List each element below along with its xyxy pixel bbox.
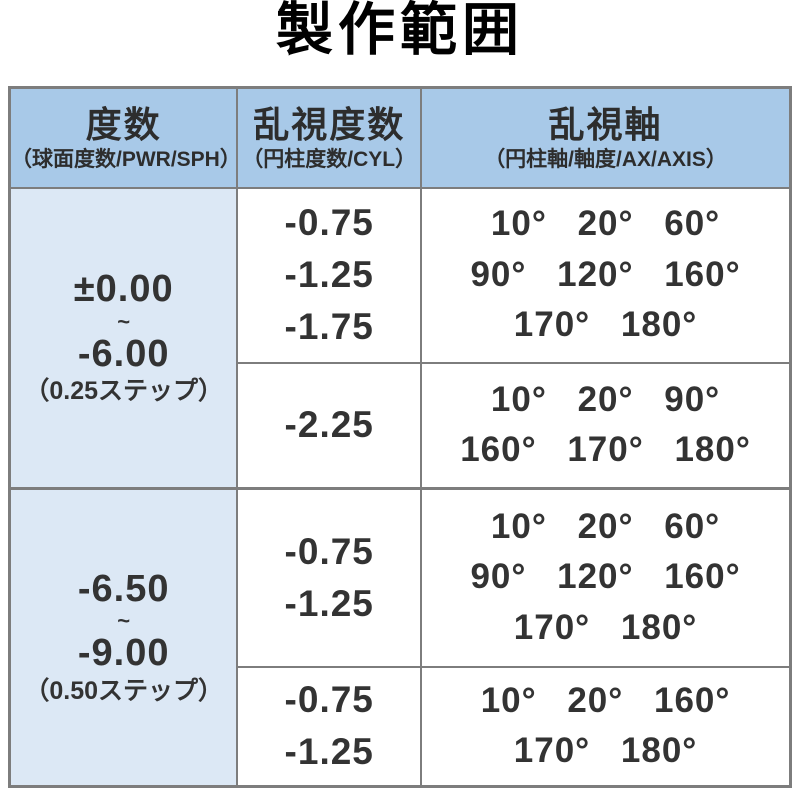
- header-axis-main: 乱視軸: [548, 104, 663, 146]
- cyl-value: -1.25: [284, 731, 374, 773]
- table-row: -0.75 -1.25 10° 20° 160° 170° 180°: [10, 665, 792, 788]
- cyl-value: -0.75: [284, 202, 374, 244]
- header-axis-sub: （円柱軸/軸度/AX/AXIS）: [484, 147, 727, 171]
- header-axis: 乱視軸 （円柱軸/軸度/AX/AXIS）: [420, 86, 792, 189]
- cyl-value: -0.75: [284, 530, 374, 572]
- cyl-value: -1.75: [284, 305, 374, 347]
- power-to: -9.00: [77, 632, 170, 675]
- cyl-cell-3: -0.75 -1.25: [236, 487, 423, 668]
- power-tilde: ~: [117, 608, 131, 634]
- header-power: 度数 （球面度数/PWR/SPH）: [8, 86, 241, 189]
- power-step: （0.50ステップ）: [24, 677, 224, 705]
- cyl-cell-1: -0.75 -1.25 -1.75: [236, 186, 423, 364]
- axis-values-line: 10° 20° 60°: [490, 506, 721, 546]
- cyl-value: -2.25: [284, 404, 374, 446]
- axis-values-line: 10° 20° 60°: [490, 203, 721, 243]
- cyl-cell-2: -2.25: [236, 361, 423, 490]
- header-cyl-main: 乱視度数: [253, 104, 406, 146]
- table-row: -6.50 ~ -9.00 （0.50ステップ） -0.75 -1.25 10°…: [8, 487, 792, 788]
- cyl-value: -0.75: [284, 679, 374, 721]
- header-cyl: 乱視度数 （円柱度数/CYL）: [236, 86, 423, 189]
- power-range-cell-1: ±0.00 ~ -6.00 （0.25ステップ）: [8, 186, 239, 490]
- power-to: -6.00: [77, 332, 170, 375]
- axis-cell-2: 10° 20° 90° 160° 170° 180°: [420, 361, 792, 490]
- cyl-value: -1.25: [284, 254, 374, 296]
- power-range-cell-2: -6.50 ~ -9.00 （0.50ステップ）: [8, 487, 239, 788]
- cyl-value: -1.25: [284, 582, 374, 624]
- table-row: ±0.00 ~ -6.00 （0.25ステップ） -0.75 -1.25 -1.…: [8, 186, 792, 490]
- axis-values-line: 90° 120° 160°: [470, 254, 741, 294]
- axis-values-line: 10° 20° 160°: [480, 680, 731, 720]
- cyl-cell-4: -0.75 -1.25: [236, 665, 423, 788]
- header-cyl-sub: （円柱度数/CYL）: [242, 147, 417, 171]
- power-step: （0.25ステップ）: [24, 377, 224, 406]
- axis-values-line: 170° 180°: [513, 608, 698, 648]
- page-title: 製作範囲: [276, 0, 524, 62]
- power-from: ±0.00: [73, 267, 174, 310]
- power-tilde: ~: [117, 308, 131, 334]
- axis-values-line: 90° 120° 160°: [470, 557, 741, 597]
- axis-values-line: 10° 20° 90°: [490, 379, 721, 419]
- production-range-table: 度数 （球面度数/PWR/SPH） 乱視度数 （円柱度数/CYL） 乱視軸 （円…: [8, 86, 792, 788]
- axis-values-line: 170° 180°: [513, 731, 698, 771]
- header-row: 度数 （球面度数/PWR/SPH） 乱視度数 （円柱度数/CYL） 乱視軸 （円…: [8, 86, 792, 189]
- header-power-sub: （球面度数/PWR/SPH）: [11, 147, 241, 171]
- axis-cell-4: 10° 20° 160° 170° 180°: [420, 665, 792, 788]
- power-from: -6.50: [77, 567, 170, 610]
- axis-cell-3: 10° 20° 60° 90° 120° 160° 170° 180°: [420, 487, 792, 668]
- axis-values-line: 170° 180°: [513, 305, 698, 345]
- axis-cell-1: 10° 20° 60° 90° 120° 160° 170° 180°: [420, 186, 792, 364]
- header-power-main: 度数: [85, 104, 162, 146]
- axis-values-line: 160° 170° 180°: [460, 430, 751, 470]
- table-row: -2.25 10° 20° 90° 160° 170° 180°: [10, 361, 792, 490]
